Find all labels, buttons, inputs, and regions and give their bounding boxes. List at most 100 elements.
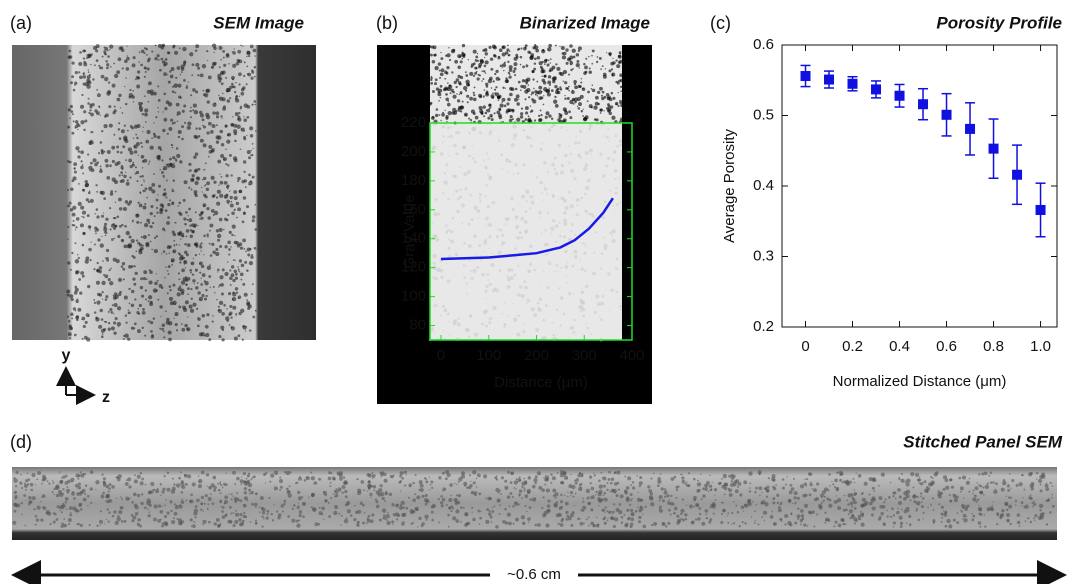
pore	[620, 298, 622, 300]
pore	[102, 298, 103, 299]
pore	[74, 170, 77, 173]
pore	[585, 58, 587, 60]
pore	[114, 303, 118, 307]
scale-label: ~0.6 cm	[507, 566, 561, 583]
pore	[782, 478, 785, 481]
pore	[473, 235, 477, 239]
pore	[841, 519, 844, 522]
pore	[813, 488, 817, 492]
pore	[455, 152, 458, 155]
pore	[834, 479, 838, 483]
pore	[15, 491, 17, 493]
pore	[934, 472, 938, 476]
pore	[213, 47, 216, 50]
pore	[243, 137, 246, 140]
pore	[466, 282, 468, 284]
pore	[221, 510, 224, 513]
pore	[165, 499, 166, 500]
pore	[430, 481, 433, 484]
pore	[552, 322, 554, 324]
pore	[442, 112, 444, 114]
pore	[451, 111, 455, 115]
pore	[530, 137, 532, 139]
pore	[286, 473, 288, 475]
pore	[389, 493, 392, 496]
pore	[206, 131, 209, 134]
pore	[518, 48, 520, 50]
pore	[207, 266, 211, 270]
pore	[76, 217, 80, 221]
pore	[28, 496, 31, 499]
pore	[134, 150, 137, 153]
pore	[543, 104, 545, 106]
pore	[93, 299, 95, 301]
pore	[592, 89, 596, 93]
point	[918, 99, 928, 109]
pore	[1019, 525, 1021, 527]
pore	[485, 217, 489, 221]
pore	[248, 156, 251, 159]
pore	[147, 509, 149, 511]
pore	[536, 81, 538, 83]
pore	[173, 122, 175, 124]
pore	[447, 514, 450, 517]
pore	[502, 241, 506, 245]
pore	[618, 55, 621, 58]
pore	[451, 49, 455, 53]
pore	[168, 252, 170, 254]
pore	[431, 116, 435, 120]
pore	[532, 46, 535, 49]
pore	[159, 328, 161, 330]
pore	[223, 158, 225, 160]
pore	[367, 484, 371, 488]
pore	[219, 130, 223, 134]
pore	[945, 486, 949, 490]
pore	[200, 73, 204, 77]
pore	[71, 75, 74, 78]
pore	[168, 330, 172, 334]
pore	[172, 147, 173, 148]
pore	[684, 513, 687, 516]
pore	[464, 523, 467, 526]
pore	[173, 240, 175, 242]
pore	[520, 112, 523, 115]
pore	[242, 325, 245, 328]
pore	[528, 96, 530, 98]
pore	[82, 338, 84, 340]
panel-label: (c)	[710, 13, 731, 33]
pore	[133, 327, 135, 329]
pore	[434, 506, 436, 508]
pore	[554, 503, 557, 506]
pore	[616, 64, 620, 68]
pore	[800, 509, 804, 513]
pore	[103, 328, 106, 331]
pore	[79, 51, 82, 54]
pore	[100, 66, 103, 69]
pore	[570, 69, 572, 71]
pore	[69, 514, 72, 517]
pore	[212, 320, 214, 322]
pore	[893, 521, 896, 524]
pore	[546, 488, 550, 492]
pore	[191, 263, 192, 264]
pore	[908, 515, 911, 518]
pore	[233, 259, 235, 261]
pore	[1007, 489, 1010, 492]
pore	[551, 89, 554, 92]
pore	[665, 525, 667, 527]
pore	[53, 494, 55, 496]
pore	[900, 522, 903, 525]
pore	[250, 478, 252, 480]
pore	[392, 475, 394, 477]
pore	[53, 520, 56, 523]
pore	[112, 515, 114, 517]
pore	[597, 103, 600, 106]
pore	[720, 521, 723, 524]
pore	[142, 311, 146, 315]
y-tick-label: 200	[401, 143, 426, 160]
pore	[909, 524, 911, 526]
pore	[244, 516, 247, 519]
pore	[474, 333, 478, 337]
pore	[81, 216, 82, 217]
pore	[431, 76, 432, 77]
